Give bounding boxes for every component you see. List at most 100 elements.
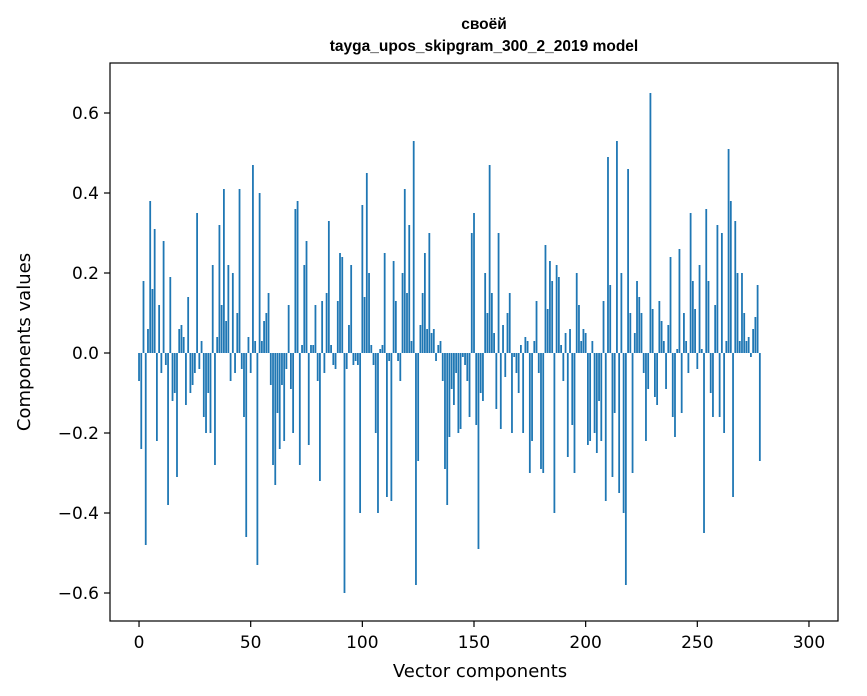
- bar-118: [401, 273, 404, 353]
- bar-201: [587, 353, 589, 445]
- bar-208: [602, 301, 605, 353]
- bar-71: [296, 201, 299, 353]
- bar-255: [707, 281, 710, 353]
- bar-224: [638, 297, 641, 353]
- bar-229: [649, 93, 652, 353]
- bar-83: [323, 353, 326, 373]
- bar-132: [432, 329, 435, 353]
- bar-48: [245, 353, 248, 537]
- bar-230: [651, 309, 654, 353]
- bar-147: [466, 353, 469, 381]
- bar-165: [506, 313, 509, 353]
- y-tick-label-1: −0.4: [58, 504, 99, 524]
- bar-70: [294, 209, 297, 353]
- bar-172: [522, 353, 525, 433]
- bar-214: [616, 141, 618, 353]
- bar-120: [406, 293, 408, 353]
- bar-109: [381, 345, 384, 353]
- bar-246: [687, 353, 690, 373]
- bar-161: [497, 233, 500, 353]
- bar-22: [187, 297, 190, 353]
- bar-207: [600, 353, 603, 441]
- bar-101: [363, 297, 366, 353]
- bar-66: [285, 353, 288, 369]
- bar-10: [160, 353, 163, 373]
- bar-178: [535, 301, 538, 353]
- bar-139: [448, 353, 451, 437]
- bar-88: [334, 353, 337, 369]
- bar-276: [754, 317, 757, 353]
- bar-36: [218, 225, 221, 353]
- bar-170: [517, 353, 520, 393]
- bar-47: [243, 353, 245, 417]
- bar-221: [631, 353, 634, 473]
- bar-222: [633, 333, 636, 353]
- bar-261: [720, 233, 723, 353]
- bar-84: [325, 293, 328, 353]
- bar-9: [158, 305, 161, 353]
- bar-268: [736, 273, 739, 353]
- bar-27: [198, 353, 201, 369]
- bar-189: [560, 345, 562, 353]
- bar-277: [756, 285, 759, 353]
- bar-50: [249, 353, 252, 373]
- bar-124: [415, 353, 417, 585]
- bar-278: [758, 353, 761, 461]
- bar-231: [653, 353, 656, 397]
- x-axis-ticks: 0 50 100 150 200 250 300: [134, 621, 825, 653]
- bar-3: [144, 353, 147, 545]
- bar-168: [513, 353, 516, 357]
- bar-182: [544, 245, 547, 353]
- bar-241: [676, 349, 679, 353]
- bar-89: [336, 301, 339, 353]
- bar-249: [694, 309, 696, 353]
- bar-16: [173, 353, 176, 393]
- x-tick-label-0: 0: [134, 633, 145, 653]
- bar-60: [272, 353, 274, 465]
- bar-104: [370, 345, 373, 353]
- chart-title-line-1: своёй: [461, 16, 507, 33]
- bar-69: [292, 353, 295, 433]
- bar-129: [426, 329, 428, 353]
- bar-28: [200, 341, 203, 353]
- bar-93: [345, 353, 348, 369]
- bar-97: [354, 353, 357, 361]
- bar-133: [435, 353, 437, 361]
- bar-92: [343, 353, 346, 593]
- bar-251: [698, 265, 701, 353]
- bar-145: [461, 353, 464, 357]
- bar-257: [712, 353, 714, 417]
- bar-275: [752, 329, 755, 353]
- y-axis-label: Components values: [14, 253, 35, 431]
- bar-39: [225, 321, 228, 353]
- bar-63: [278, 353, 281, 449]
- bar-155: [484, 273, 487, 353]
- bar-142: [455, 353, 458, 373]
- bar-90: [339, 253, 341, 353]
- bar-173: [524, 337, 527, 353]
- bar-31: [207, 353, 210, 393]
- bar-198: [580, 341, 583, 353]
- bar-157: [488, 165, 491, 353]
- bar-74: [303, 265, 306, 353]
- bar-195: [573, 353, 576, 473]
- bar-40: [227, 265, 230, 353]
- bar-33: [211, 265, 214, 353]
- bar-125: [417, 353, 420, 461]
- x-tick-label-150: 150: [458, 633, 490, 653]
- bar-75: [305, 241, 308, 353]
- bar-134: [437, 345, 440, 353]
- bar-24: [191, 353, 194, 385]
- bar-159: [493, 333, 495, 353]
- bar-113: [390, 353, 393, 501]
- bar-185: [551, 281, 554, 353]
- x-tick-label-200: 200: [569, 633, 601, 653]
- bar-59: [269, 353, 272, 385]
- bar-106: [374, 353, 377, 433]
- bar-258: [714, 305, 717, 353]
- bar-99: [359, 353, 362, 513]
- bar-2: [142, 281, 145, 353]
- bar-138: [446, 353, 449, 505]
- bar-65: [283, 353, 286, 441]
- bar-72: [298, 353, 301, 465]
